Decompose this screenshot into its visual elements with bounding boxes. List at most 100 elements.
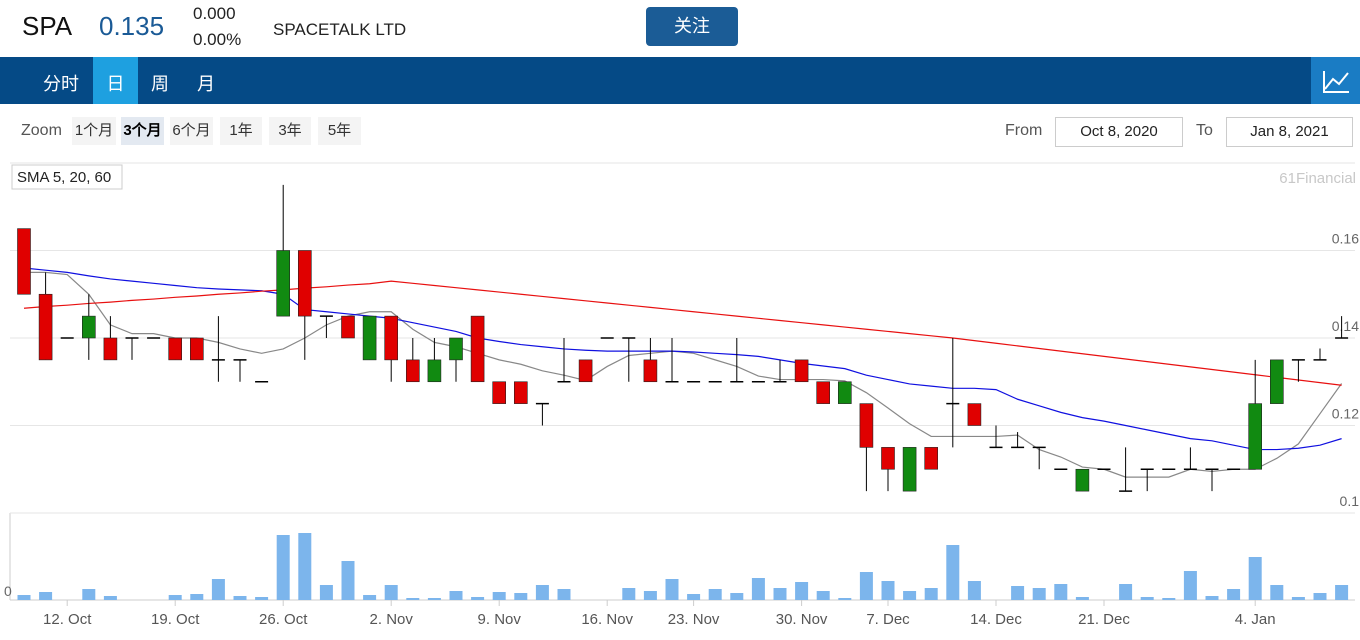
volume-bar	[1011, 586, 1025, 600]
volume-bar	[17, 595, 31, 600]
candle-body	[492, 381, 507, 404]
x-tick-label: 14. Dec	[970, 611, 1022, 628]
credit: 61Financial	[1279, 170, 1356, 187]
volume-bar	[1075, 597, 1089, 600]
volume-bar	[276, 535, 290, 600]
zoom-button[interactable]: 6个月	[170, 117, 213, 145]
candle-body	[384, 315, 399, 361]
volume-bar	[492, 592, 506, 600]
volume-bar	[1119, 584, 1133, 600]
zoom-button[interactable]: 3年	[269, 117, 311, 145]
volume-bar	[622, 588, 636, 600]
sma-line	[24, 271, 1343, 478]
header: SPA 0.135 0.000 0.00% SPACETALK LTD 关注	[0, 0, 1360, 58]
y-tick-label: 0.14	[1332, 318, 1359, 334]
candle-body	[405, 359, 420, 383]
candle-body	[902, 447, 917, 492]
x-tick-label: 19. Oct	[151, 611, 200, 628]
volume-bar	[190, 594, 204, 600]
candle-body	[168, 337, 182, 361]
candle-body	[1075, 468, 1090, 492]
candle-body	[276, 250, 291, 317]
zoom-button[interactable]: 5年	[318, 117, 361, 145]
volume-tick-label: 0	[4, 583, 12, 599]
volume-bar	[1140, 597, 1154, 600]
volume-bar	[1270, 585, 1284, 600]
zoom-button[interactable]: 1个月	[72, 117, 116, 145]
volume-bar	[103, 596, 117, 600]
x-tick-label: 26. Oct	[259, 611, 308, 628]
change: 0.000	[193, 4, 236, 23]
candle-body	[341, 315, 355, 339]
candle-body	[362, 315, 377, 361]
volume-bar	[881, 581, 895, 600]
volume-bar	[1162, 598, 1176, 600]
volume-bar	[233, 596, 247, 600]
candle-body	[82, 315, 96, 339]
x-tick-label: 7. Dec	[866, 611, 910, 628]
volume-bar	[643, 591, 657, 600]
to-date[interactable]: Jan 8, 2021	[1226, 117, 1353, 147]
y-tick-label: 0.16	[1332, 231, 1359, 247]
candle-body	[924, 447, 939, 470]
y-tick-label: 0.12	[1332, 406, 1359, 422]
tab-active[interactable]: 日	[93, 57, 138, 104]
chart-icon-button[interactable]	[1311, 57, 1360, 104]
candle-body	[643, 359, 658, 383]
volume-bar	[298, 533, 312, 600]
volume-bar	[708, 589, 722, 600]
follow-button[interactable]: 关注	[646, 7, 738, 46]
symbol: SPA	[22, 11, 73, 41]
volume-bar	[406, 598, 420, 600]
candle-body	[38, 293, 53, 361]
candle-body	[794, 359, 809, 383]
candle-body	[967, 403, 982, 426]
volume-bar	[1227, 589, 1241, 600]
zoom-button-active[interactable]: 3个月	[121, 117, 164, 145]
volume-bar	[449, 591, 463, 600]
volume-bar	[1183, 571, 1197, 600]
volume-bar	[1248, 557, 1262, 600]
volume-bar	[1291, 597, 1305, 600]
volume-bar	[427, 598, 441, 600]
volume-bar	[341, 561, 355, 600]
zoom-button[interactable]: 1年	[220, 117, 262, 145]
volume-bar	[39, 592, 53, 600]
volume-bar	[211, 579, 225, 600]
volume-bar	[471, 597, 485, 600]
price: 0.135	[99, 11, 165, 41]
x-tick-label: 9. Nov	[478, 611, 522, 628]
tab[interactable]: 周	[151, 74, 169, 94]
tab[interactable]: 月	[197, 74, 215, 94]
candle-body	[297, 250, 312, 317]
candle-body	[837, 381, 852, 404]
volume-bar	[838, 598, 852, 600]
x-tick-label: 4. Jan	[1235, 611, 1276, 628]
candle-body	[470, 315, 485, 383]
volume-bar	[1313, 593, 1327, 600]
candle-body	[17, 228, 31, 295]
candle-body	[859, 403, 874, 448]
candle-body	[513, 381, 528, 404]
volume-bar	[665, 579, 679, 600]
y-tick-label: 0.1	[1340, 493, 1360, 509]
volume-bar	[795, 582, 809, 600]
volume-bar	[514, 593, 528, 600]
tab[interactable]: 分时	[43, 74, 79, 94]
from-date[interactable]: Oct 8, 2020	[1055, 117, 1183, 147]
volume-bar	[967, 581, 981, 600]
volume-bar	[363, 595, 377, 600]
volume-bar	[1032, 588, 1046, 600]
volume-bar	[730, 593, 744, 600]
candle-body	[1248, 403, 1262, 470]
volume-bar	[751, 578, 765, 600]
to-label: To	[1196, 122, 1213, 139]
volume-bar	[946, 545, 960, 600]
candle-body	[1270, 359, 1284, 404]
sma-line	[23, 267, 1342, 451]
candle-body	[449, 337, 463, 361]
candle-body	[816, 381, 831, 404]
x-tick-label: 2. Nov	[370, 611, 414, 628]
